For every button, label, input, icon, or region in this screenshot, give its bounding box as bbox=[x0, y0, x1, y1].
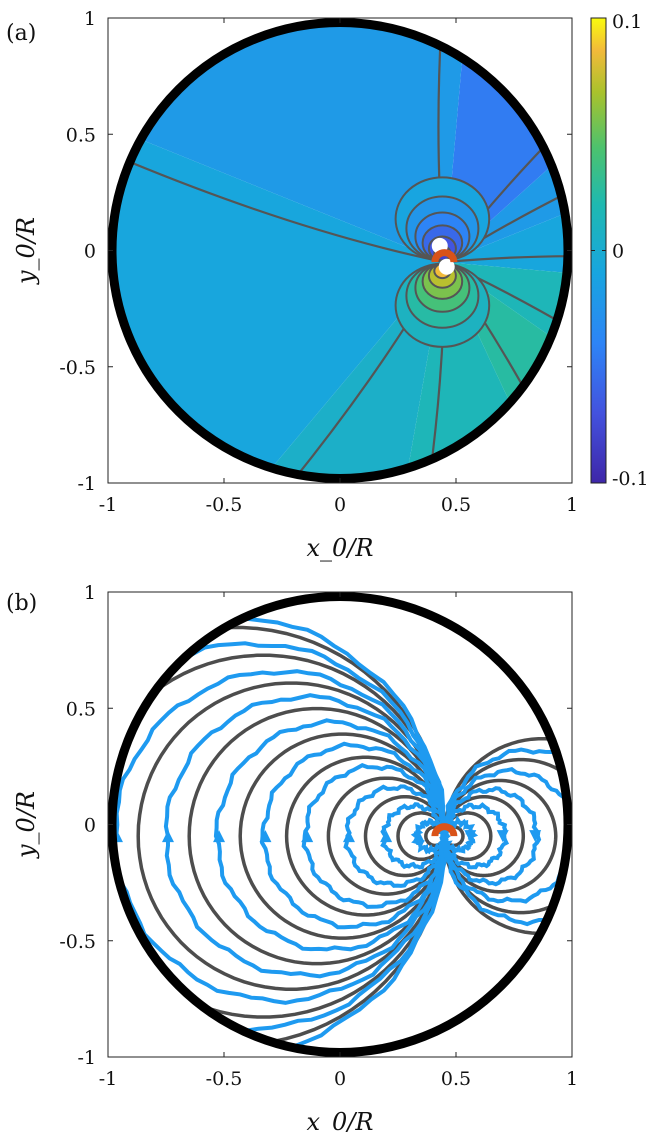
theory-streamline bbox=[326, 776, 447, 896]
panel-a: (a) -1 -0.5 0 0.5 1 -1 -0.5 0 0.5 1 x_0/R y_0/R 0… bbox=[6, 8, 649, 562]
trajectory-arrow bbox=[464, 830, 477, 843]
colorbar-tick-label: -0.1 bbox=[612, 468, 649, 490]
measured-trajectory bbox=[108, 641, 448, 1033]
colorbar: 0.1 0 -0.1 bbox=[590, 11, 649, 490]
panel-b-streamlines bbox=[0, 612, 620, 1057]
x-tick-label: -0.5 bbox=[206, 1068, 243, 1090]
field-sector bbox=[108, 18, 445, 483]
theory-streamline bbox=[136, 681, 447, 991]
x-tick-label: 0.5 bbox=[441, 1068, 471, 1090]
trajectory-arrow bbox=[0, 830, 12, 842]
measured-trajectory bbox=[440, 747, 572, 927]
trajectory-arrow bbox=[412, 830, 425, 843]
theory-streamline bbox=[284, 755, 447, 917]
trajectory-arrow bbox=[608, 830, 620, 842]
x-tick-label: 0 bbox=[334, 494, 346, 516]
trajectory-arrow bbox=[259, 830, 272, 843]
y-tick-label: 0.5 bbox=[66, 124, 96, 146]
trajectory-arrow bbox=[342, 830, 355, 843]
panel-b: (b) -1 -0.5 0 0.5 1 -1 -0.5 0 0.5 1 x_0/R y_0/R bbox=[0, 582, 620, 1134]
theory-streamline bbox=[108, 653, 447, 1019]
theory-streamline bbox=[238, 732, 447, 940]
y-tick-label: 1 bbox=[84, 582, 96, 604]
trajectory-arrow bbox=[213, 830, 226, 843]
measured-trajectory bbox=[439, 767, 572, 904]
field-sector bbox=[108, 262, 445, 483]
field-sector bbox=[108, 18, 506, 263]
theory-streamline bbox=[442, 757, 572, 915]
theory-streamline bbox=[442, 778, 558, 894]
panel-a-ticks: -1 -0.5 0 0.5 1 -1 -0.5 0 0.5 1 bbox=[59, 8, 578, 516]
measured-trajectory bbox=[213, 718, 449, 952]
swimmer-marker bbox=[431, 249, 458, 263]
panel-a-label: (a) bbox=[6, 21, 36, 46]
trajectory-arrow bbox=[55, 830, 67, 842]
x-tick-label: 0 bbox=[334, 1068, 346, 1090]
singular-point bbox=[438, 258, 455, 275]
y-tick-label: -0.5 bbox=[59, 931, 96, 953]
trajectory-arrow bbox=[162, 830, 174, 843]
x-tick-label: -1 bbox=[99, 1068, 118, 1090]
panel-a-xlabel: x_0/R bbox=[307, 534, 374, 562]
y-tick-label: 0 bbox=[84, 815, 96, 837]
y-tick-label: -0.5 bbox=[59, 357, 96, 379]
field-sector bbox=[322, 262, 572, 483]
y-tick-label: 1 bbox=[84, 8, 96, 30]
contour-line bbox=[443, 18, 572, 264]
panel-b-label: (b) bbox=[6, 591, 37, 616]
trajectory-arrow bbox=[529, 830, 542, 843]
contour-line bbox=[108, 18, 445, 264]
x-tick-label: -0.5 bbox=[206, 494, 243, 516]
y-tick-label: -1 bbox=[77, 1047, 96, 1069]
theory-streamline bbox=[108, 625, 447, 1047]
y-tick-label: -1 bbox=[77, 473, 96, 495]
x-tick-label: 1 bbox=[566, 494, 578, 516]
contour-line bbox=[443, 18, 572, 263]
x-tick-label: 1 bbox=[566, 1068, 578, 1090]
x-tick-label: 0.5 bbox=[441, 494, 471, 516]
panel-b-xlabel: x_0/R bbox=[307, 1108, 374, 1134]
trajectory-arrow bbox=[380, 830, 393, 843]
panel-b-ylabel: y_0/R bbox=[12, 791, 40, 859]
y-tick-label: 0.5 bbox=[66, 698, 96, 720]
y-tick-label: 0 bbox=[84, 241, 96, 263]
panel-a-ylabel: y_0/R bbox=[12, 217, 40, 285]
colorbar-ticks: 0.1 0 -0.1 bbox=[591, 11, 649, 490]
colorbar-tick-label: 0.1 bbox=[612, 11, 642, 33]
theory-streamline bbox=[187, 706, 447, 966]
theory-streamline bbox=[442, 736, 572, 936]
trajectory-arrow bbox=[496, 830, 509, 843]
contour-line bbox=[443, 261, 572, 483]
swimmer-marker bbox=[431, 823, 458, 837]
measured-trajectory bbox=[108, 612, 446, 1057]
panel-a-field bbox=[108, 18, 572, 483]
theory-streamline bbox=[363, 794, 447, 878]
panel-b-ticks: -1 -0.5 0 0.5 1 -1 -0.5 0 0.5 1 bbox=[59, 582, 578, 1090]
contour-line bbox=[444, 255, 572, 325]
trajectory-arrow bbox=[301, 830, 314, 843]
contour-line bbox=[443, 261, 572, 483]
x-tick-label: -1 bbox=[99, 494, 118, 516]
colorbar-tick-label: 0 bbox=[612, 241, 624, 263]
contour-line bbox=[108, 261, 446, 483]
